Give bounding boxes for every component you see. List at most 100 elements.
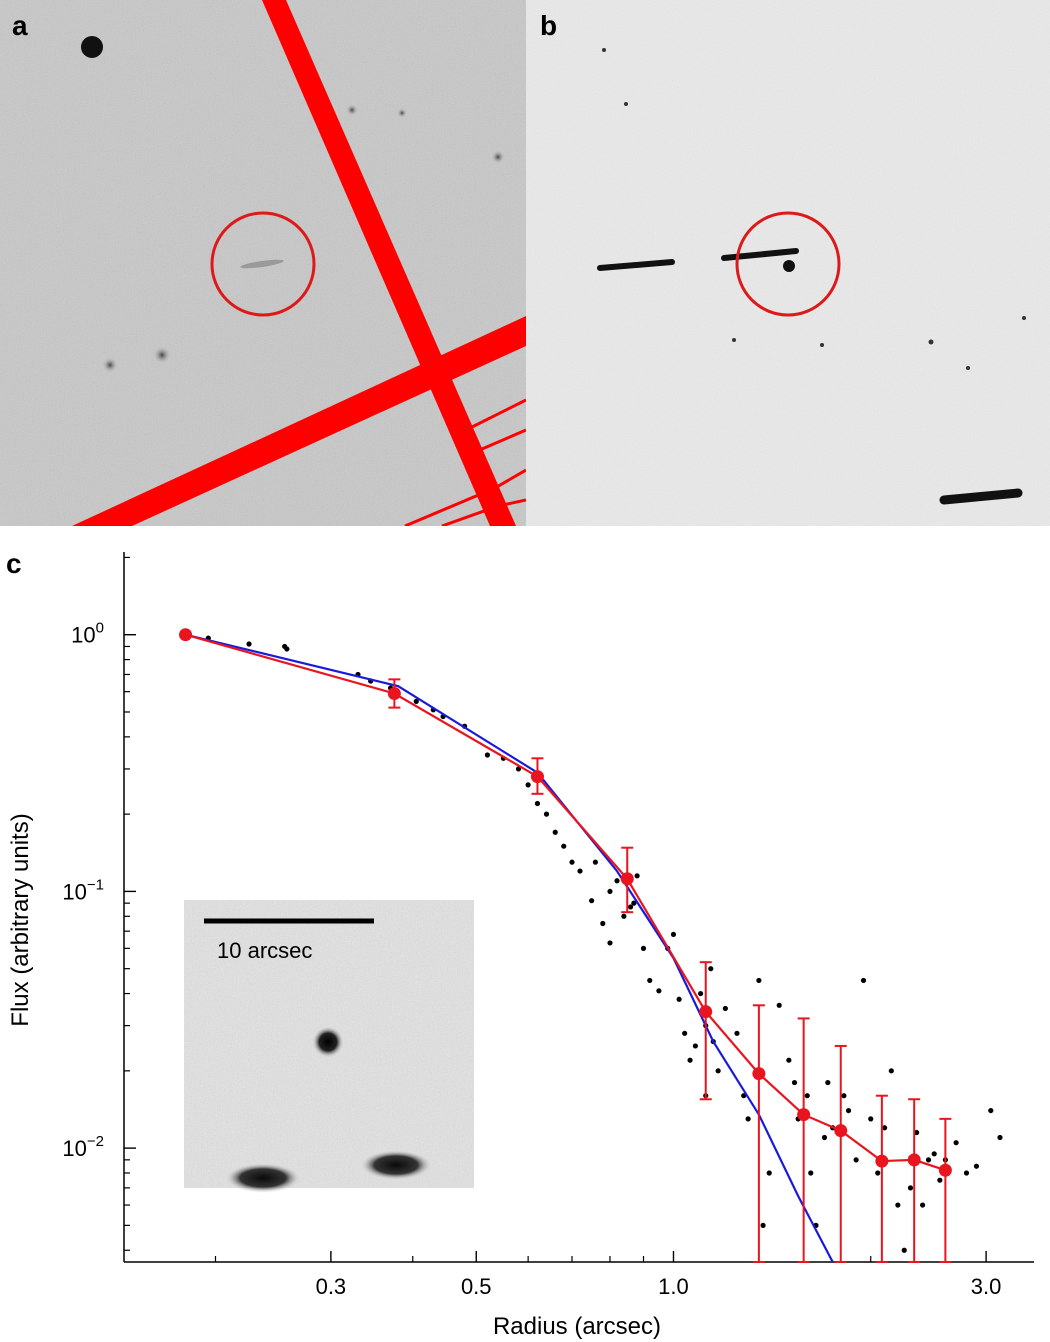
data-point <box>895 1202 901 1208</box>
panel-c-label: c <box>6 548 22 579</box>
binned-profile <box>179 628 952 1263</box>
data-point <box>756 977 762 984</box>
data-point <box>868 1116 874 1122</box>
panel-b-image <box>526 0 1050 526</box>
faint-star <box>397 108 407 118</box>
data-point <box>882 1125 888 1131</box>
dot-source <box>732 338 736 342</box>
data-point <box>841 1093 847 1099</box>
data-point <box>525 782 531 788</box>
data-point <box>607 940 613 946</box>
dot-source <box>1022 316 1026 320</box>
data-point <box>776 1002 782 1008</box>
data-point <box>907 1185 914 1191</box>
data-point <box>515 766 522 772</box>
y-ticks: 100 10−1 10−2 <box>62 556 136 1251</box>
faint-star <box>102 357 118 373</box>
data-point <box>791 1079 798 1086</box>
data-point <box>552 829 558 835</box>
y-axis-title: Flux (arbitrary units) <box>7 813 34 1026</box>
data-point <box>589 898 595 904</box>
data-point <box>627 904 634 910</box>
x-tick-label: 1.0 <box>658 1274 689 1299</box>
data-point <box>676 996 682 1002</box>
data-point <box>901 1247 907 1253</box>
faint-star <box>346 104 358 116</box>
data-point <box>692 1043 698 1049</box>
target-circle <box>210 211 316 317</box>
data-point <box>640 945 647 951</box>
data-point <box>734 1030 740 1036</box>
inset-trail <box>225 1163 301 1193</box>
data-point <box>963 1170 970 1176</box>
data-point <box>682 1030 688 1036</box>
data-point <box>853 1157 859 1163</box>
data-point <box>561 843 567 849</box>
data-point <box>821 1134 828 1141</box>
faint-trail <box>240 259 284 269</box>
data-point <box>534 800 541 807</box>
data-point <box>997 1134 1003 1141</box>
data-point <box>914 1129 920 1136</box>
dot-source <box>928 339 934 345</box>
binned-point <box>530 770 544 784</box>
data-point <box>760 1222 766 1228</box>
binned-point <box>797 1108 811 1122</box>
data-point <box>931 1151 937 1157</box>
dot-source <box>820 343 824 347</box>
target-circle <box>735 211 841 317</box>
dot-source <box>624 102 628 106</box>
y-tick-label: 10−2 <box>62 1133 104 1161</box>
data-point <box>621 913 627 919</box>
mask-edge <box>465 398 526 432</box>
data-point <box>656 988 662 994</box>
data-point <box>786 1057 792 1063</box>
data-point <box>825 1079 831 1086</box>
inset-trail <box>360 1150 432 1180</box>
data-point <box>577 868 583 874</box>
data-point <box>284 646 290 652</box>
binned-point <box>620 872 634 886</box>
data-point <box>845 1107 852 1114</box>
panel-a-label: a <box>12 10 28 41</box>
panel-a-image <box>0 0 526 526</box>
x-tick-label: 3.0 <box>971 1274 1002 1299</box>
data-point <box>600 920 606 927</box>
data-point <box>413 698 419 704</box>
binned-point <box>179 628 193 642</box>
mask-edge <box>467 428 526 457</box>
data-point <box>698 990 704 997</box>
data-point <box>860 977 867 984</box>
binned-point <box>907 1153 921 1167</box>
data-point <box>634 873 640 879</box>
star-trail <box>939 488 1023 505</box>
mask-stripe-vertical <box>262 0 516 526</box>
mask-edge <box>492 479 504 526</box>
data-point <box>607 888 613 895</box>
x-tick-label: 0.5 <box>461 1274 492 1299</box>
inset-point-source <box>312 1026 344 1058</box>
data-point <box>973 1163 980 1169</box>
faint-star <box>491 150 505 164</box>
binned-point <box>875 1154 889 1168</box>
scale-bar-label: 10 arcsec <box>217 938 312 963</box>
data-point <box>722 1005 728 1012</box>
data-point <box>631 900 637 906</box>
data-point <box>708 966 714 972</box>
binned-point <box>699 1005 713 1019</box>
data-point <box>745 1116 751 1122</box>
panel-b-label: b <box>540 10 558 41</box>
binned-point <box>938 1163 952 1177</box>
data-point <box>953 1140 959 1146</box>
data-point <box>484 752 491 758</box>
x-ticks: 0.3 0.5 1.0 3.0 <box>214 1251 1002 1299</box>
binned-point <box>387 687 401 701</box>
panel-b-svg <box>526 0 1050 526</box>
data-point <box>920 1202 926 1208</box>
point-source <box>783 260 795 272</box>
data-point <box>888 1068 894 1074</box>
binned-point <box>834 1124 848 1138</box>
mask-stripe-horizontal <box>72 316 526 526</box>
data-point <box>715 1068 721 1074</box>
